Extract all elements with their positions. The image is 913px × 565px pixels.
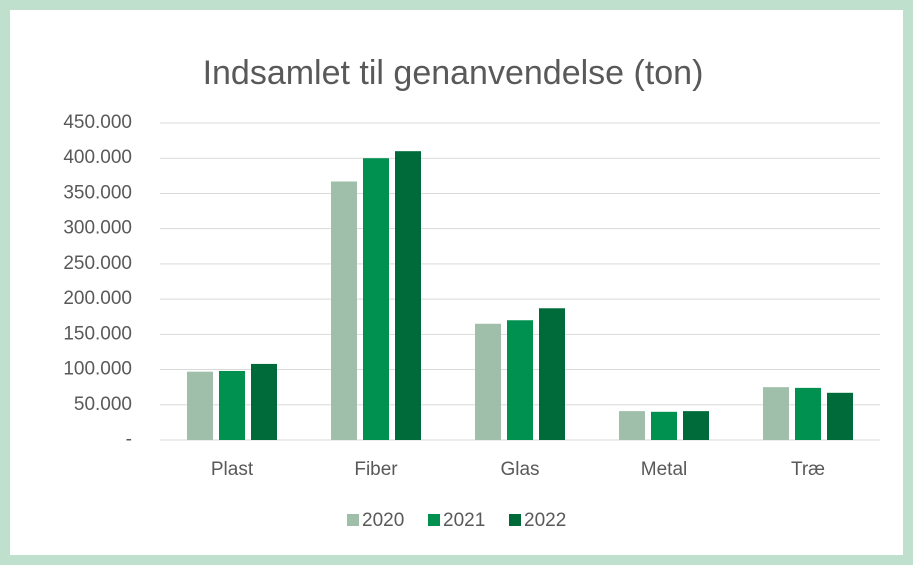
x-tick-label: Glas bbox=[500, 459, 539, 480]
y-tick-label: 200.000 bbox=[63, 288, 132, 309]
chart-title: Indsamlet til genanvendelse (ton) bbox=[203, 54, 704, 92]
bar bbox=[507, 320, 533, 440]
bar bbox=[475, 323, 501, 440]
bar bbox=[619, 411, 645, 440]
y-tick-label: 300.000 bbox=[63, 218, 132, 239]
bar bbox=[395, 151, 421, 440]
y-tick-label: 150.000 bbox=[63, 323, 132, 344]
x-tick-label: Træ bbox=[791, 459, 825, 480]
bar bbox=[795, 387, 821, 440]
x-tick-label: Fiber bbox=[354, 459, 398, 480]
bar bbox=[363, 158, 389, 440]
bar bbox=[763, 387, 789, 440]
legend-label: 2020 bbox=[362, 510, 404, 531]
bar bbox=[187, 371, 213, 440]
y-tick-label: 400.000 bbox=[63, 147, 132, 168]
bar bbox=[539, 308, 565, 440]
bar bbox=[827, 392, 853, 440]
bar bbox=[683, 411, 709, 440]
x-tick-label: Plast bbox=[211, 459, 254, 480]
bar bbox=[651, 411, 677, 440]
legend-label: 2021 bbox=[443, 510, 485, 531]
bar bbox=[251, 363, 277, 440]
y-tick-label: 250.000 bbox=[63, 253, 132, 274]
legend-label: 2022 bbox=[524, 510, 566, 531]
bar bbox=[331, 181, 357, 441]
y-tick-label: 100.000 bbox=[63, 359, 132, 380]
y-tick-label: 50.000 bbox=[74, 394, 132, 415]
legend-swatch bbox=[428, 514, 440, 526]
x-tick-label: Metal bbox=[641, 459, 687, 480]
y-tick-label: 350.000 bbox=[63, 182, 132, 203]
bar bbox=[219, 370, 245, 440]
y-tick-label: - bbox=[126, 429, 132, 450]
legend-swatch bbox=[347, 514, 359, 526]
y-tick-label: 450.000 bbox=[63, 112, 132, 133]
legend-swatch bbox=[509, 514, 521, 526]
